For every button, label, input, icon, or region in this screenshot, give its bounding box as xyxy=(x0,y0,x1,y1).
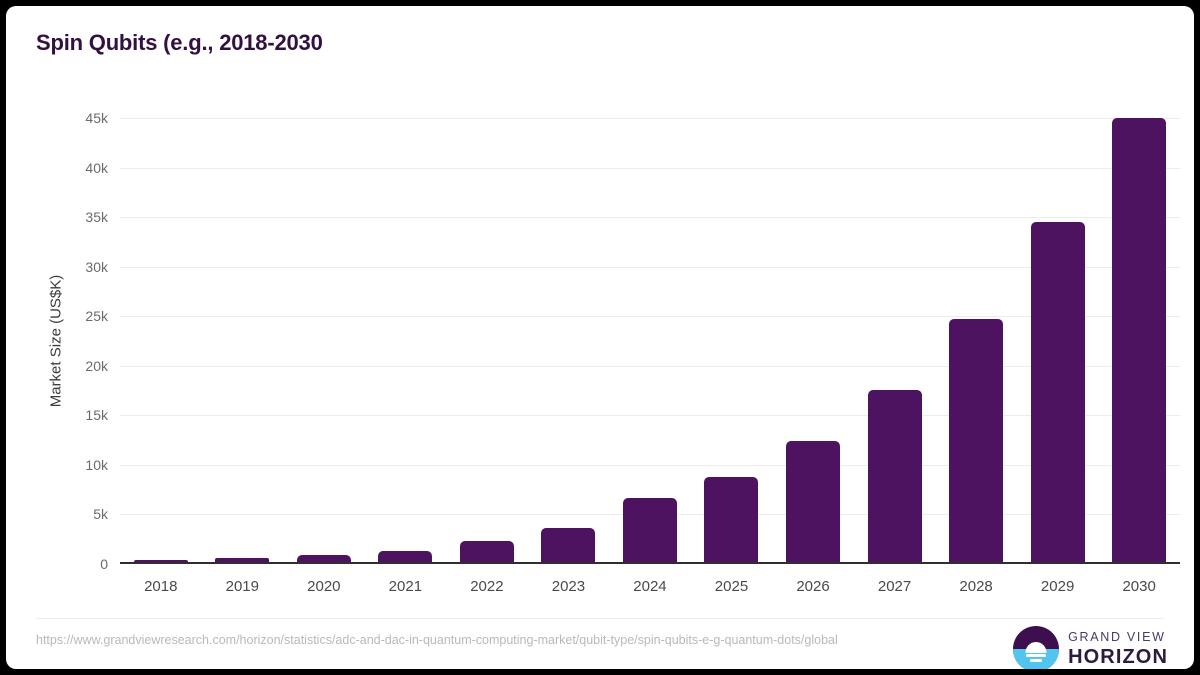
bar-series xyxy=(120,118,1180,562)
bar-slot xyxy=(202,118,284,562)
x-axis-tick: 2028 xyxy=(935,578,1017,596)
x-axis-tick-label: 2030 xyxy=(1122,578,1156,595)
source-url[interactable]: https://www.grandviewresearch.com/horizo… xyxy=(36,633,838,647)
gridline xyxy=(120,118,1180,119)
gridline xyxy=(120,415,1180,417)
bar-slot xyxy=(283,118,365,562)
gridline xyxy=(120,365,1180,367)
x-axis-tick-label: 2023 xyxy=(551,578,586,595)
bar-slot xyxy=(772,118,854,562)
x-axis-tick: 2023 xyxy=(528,578,610,596)
x-axis-tick-label: 2018 xyxy=(144,578,178,595)
x-axis-tick: 2021 xyxy=(365,578,447,596)
footer-divider xyxy=(36,618,1164,619)
x-axis-tick-label: 2026 xyxy=(796,578,830,595)
y-axis-tick-label: 10k xyxy=(85,456,108,473)
x-axis-tick: 2030 xyxy=(1098,578,1180,596)
x-axis-tick: 2026 xyxy=(772,578,854,596)
bar-slot xyxy=(1017,118,1099,562)
x-axis-tick: 2025 xyxy=(691,578,773,596)
y-axis-tick-label: 20k xyxy=(85,357,108,374)
bar[interactable] xyxy=(459,541,514,562)
horizon-sun-icon xyxy=(1013,626,1060,669)
x-axis-tick-label: 2022 xyxy=(470,578,504,595)
brand-name-bottom: HORIZON xyxy=(1068,646,1168,669)
bar[interactable] xyxy=(867,389,922,562)
x-axis-tick: 2020 xyxy=(283,578,365,596)
bar-slot xyxy=(609,118,691,562)
y-axis-label: Market Size (US$K) xyxy=(47,274,65,408)
bar-slot xyxy=(365,118,447,562)
gridline xyxy=(120,217,1180,219)
bar[interactable] xyxy=(378,550,433,562)
y-axis-tick-label: 45k xyxy=(85,110,108,126)
bar[interactable] xyxy=(215,558,270,562)
bar[interactable] xyxy=(622,498,677,562)
x-axis-tick: 2018 xyxy=(120,578,202,596)
bar[interactable] xyxy=(786,440,841,562)
logo-ray-lower xyxy=(1030,658,1043,662)
y-axis-tick-label: 15k xyxy=(85,407,108,424)
bar-slot xyxy=(854,118,936,562)
bar[interactable] xyxy=(949,319,1004,562)
x-axis-tick-label: 2024 xyxy=(633,578,667,595)
x-axis-tick-label: 2020 xyxy=(307,578,341,595)
bar[interactable] xyxy=(296,555,351,562)
gridline xyxy=(120,464,1180,466)
chart-card: Spin Qubits (e.g., 2018-2030 Market Size… xyxy=(6,6,1194,669)
x-axis-ticks: 2018 2019 2020 2021 2022 2023 2024 2025 2026 2027… xyxy=(120,578,1180,596)
y-axis-tick-label: 25k xyxy=(85,308,108,325)
brand-logo: GRAND VIEW HORIZON xyxy=(1013,626,1168,669)
brand-wordmark: GRAND VIEW HORIZON xyxy=(1068,631,1168,668)
x-axis-tick: 2024 xyxy=(609,578,691,596)
bar[interactable] xyxy=(133,560,188,562)
x-axis-tick: 2019 xyxy=(202,578,284,596)
logo-ray-upper xyxy=(1026,653,1047,657)
bar-slot xyxy=(1098,118,1180,562)
x-axis-tick-label: 2025 xyxy=(714,578,749,595)
x-axis-tick-label: 2021 xyxy=(388,578,423,595)
page-title: Spin Qubits (e.g., 2018-2030 xyxy=(36,30,323,55)
brand-name-top: GRAND VIEW xyxy=(1068,629,1166,644)
bar[interactable] xyxy=(704,476,759,562)
y-axis-tick-label: 5k xyxy=(93,506,108,523)
y-axis-tick-label: 40k xyxy=(85,159,108,176)
bar-slot xyxy=(446,118,528,562)
x-axis-tick-label: 2028 xyxy=(959,578,993,595)
x-axis-tick-label: 2029 xyxy=(1040,578,1075,595)
x-axis-tick-label: 2027 xyxy=(877,578,912,595)
gridline xyxy=(120,266,1180,268)
x-axis-tick: 2029 xyxy=(1017,578,1099,596)
plot-area: Market Size (US$K) 0 5k 10k 15k 20k 25k 30k 35k… xyxy=(48,110,1180,572)
x-axis-line xyxy=(120,562,1180,564)
x-axis-tick-label: 2019 xyxy=(225,578,259,595)
gridline xyxy=(120,316,1180,318)
x-axis-tick: 2022 xyxy=(446,578,528,596)
bar-slot xyxy=(120,118,202,562)
y-axis-tick-label: 30k xyxy=(85,258,108,275)
bar[interactable] xyxy=(1112,118,1167,562)
bar-slot xyxy=(935,118,1017,562)
bar-slot xyxy=(528,118,610,562)
bar[interactable] xyxy=(1030,221,1085,562)
bar-slot xyxy=(691,118,773,562)
logo-sun-shape xyxy=(1025,641,1047,653)
x-axis-tick: 2027 xyxy=(854,578,936,596)
y-axis-tick-label: 35k xyxy=(85,209,108,226)
gridline xyxy=(120,167,1180,169)
bar[interactable] xyxy=(541,528,596,562)
y-axis-tick-label: 0 xyxy=(100,556,108,572)
